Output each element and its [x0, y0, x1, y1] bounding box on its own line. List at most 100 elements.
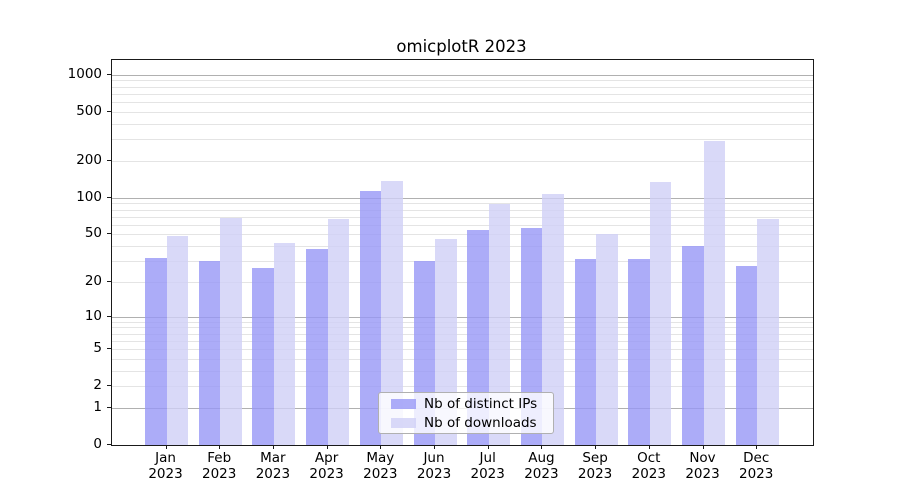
gridline-minor	[112, 209, 813, 211]
bar-downloads-nov	[703, 140, 725, 445]
gridline-major	[112, 74, 813, 76]
gridline-minor	[112, 321, 813, 323]
y-axis-tick	[107, 444, 111, 445]
bar-distinct-ips-jul	[467, 230, 489, 445]
x-axis-tick-label: Mar 2023	[255, 450, 291, 482]
legend-swatch-downloads	[391, 418, 416, 428]
bar-distinct-ips-sep	[574, 259, 597, 445]
gridline-minor	[112, 327, 813, 329]
bar-distinct-ips-may	[359, 191, 382, 445]
x-axis-tick	[487, 445, 489, 449]
y-axis-tick-label: 1	[93, 398, 102, 415]
legend-label-downloads: Nb of downloads	[424, 414, 537, 431]
gridline-minor	[112, 340, 813, 342]
y-axis-tick	[107, 110, 111, 112]
gridline-minor	[112, 123, 813, 125]
x-axis-tick	[219, 445, 221, 449]
bar-distinct-ips-jan	[145, 257, 167, 445]
bar-downloads-feb	[220, 218, 242, 445]
bar-downloads-sep	[596, 234, 618, 445]
gridline-minor	[112, 111, 813, 113]
gridline-major	[112, 316, 813, 318]
bar-downloads-oct	[649, 181, 672, 445]
bar-downloads-apr	[327, 218, 350, 445]
x-axis-tick-label: Feb 2023	[202, 450, 237, 482]
y-axis-tick	[107, 159, 111, 161]
y-axis-tick	[107, 280, 111, 282]
x-axis-tick-label: Jan 2023	[148, 450, 183, 482]
gridline-minor	[112, 333, 813, 335]
gridline-minor	[112, 216, 813, 218]
chart-title: omicplotR 2023	[396, 37, 527, 56]
x-axis-tick-label: May 2023	[363, 450, 398, 482]
y-axis-tick-label: 1000	[67, 65, 102, 82]
gridline-minor	[112, 281, 813, 283]
plot-area	[111, 59, 814, 446]
y-axis-tick-label: 10	[84, 307, 102, 324]
bar-downloads-may	[381, 180, 403, 445]
gridline-minor	[112, 370, 813, 372]
bar-downloads-jul	[488, 203, 511, 445]
y-axis-tick	[107, 73, 111, 75]
gridline-minor	[112, 224, 813, 226]
x-axis-tick	[272, 445, 274, 449]
gridline-minor	[112, 358, 813, 360]
bar-distinct-ips-mar	[252, 268, 274, 445]
x-axis-tick	[756, 445, 758, 449]
bar-distinct-ips-aug	[520, 228, 543, 445]
x-axis-tick	[541, 445, 543, 449]
y-axis-tick-label: 20	[84, 272, 102, 289]
gridline-major	[112, 197, 813, 199]
y-axis-tick-label: 50	[84, 225, 102, 242]
y-axis-tick-label: 5	[93, 340, 102, 356]
x-axis-tick-label: Nov 2023	[685, 450, 720, 482]
gridline-minor	[112, 102, 813, 104]
x-axis-tick	[595, 445, 597, 449]
legend-item-distinct-ips: Nb of distinct IPs	[391, 395, 538, 412]
x-axis-tick	[380, 445, 382, 449]
x-axis-tick	[326, 445, 328, 449]
bar-distinct-ips-apr	[306, 248, 328, 445]
gridline-minor	[112, 349, 813, 350]
x-axis-tick-label: Jul 2023	[470, 450, 505, 482]
y-axis-tick-label: 200	[76, 151, 102, 168]
x-axis-tick-label: Oct 2023	[631, 450, 666, 482]
legend: Nb of distinct IPs Nb of downloads	[378, 392, 554, 434]
y-axis-tick	[107, 196, 111, 198]
legend-label-distinct-ips: Nb of distinct IPs	[424, 395, 538, 412]
gridline-minor	[112, 80, 813, 82]
bar-distinct-ips-dec	[735, 266, 758, 445]
y-axis-tick	[107, 348, 111, 349]
legend-swatch-distinct-ips	[391, 399, 416, 409]
x-axis-tick-label: Dec 2023	[739, 450, 774, 482]
x-axis-tick-label: Jun 2023	[416, 450, 452, 482]
y-axis-tick	[107, 233, 111, 235]
gridline-minor	[112, 160, 813, 162]
y-axis-tick-label: 500	[76, 102, 102, 119]
x-axis-tick-label: Apr 2023	[309, 450, 344, 482]
y-axis-tick-label: 100	[76, 188, 102, 205]
bar-distinct-ips-feb	[198, 261, 221, 445]
bar-distinct-ips-oct	[628, 259, 650, 445]
x-axis-tick-label: Aug 2023	[524, 450, 559, 482]
y-axis-tick-label: 0	[93, 436, 102, 452]
y-axis-tick	[107, 385, 111, 387]
gridline-minor	[112, 86, 813, 88]
gridline-minor	[112, 93, 813, 95]
x-axis-tick	[702, 445, 704, 449]
bar-downloads-mar	[273, 243, 296, 445]
bar-downloads-jan	[166, 236, 188, 445]
y-axis-tick-label: 2	[93, 377, 102, 394]
y-axis-tick	[107, 406, 111, 408]
bar-downloads-aug	[542, 194, 564, 445]
x-axis-tick-label: Sep 2023	[577, 450, 613, 482]
gridline-minor	[112, 386, 813, 388]
bar-downloads-dec	[757, 218, 779, 445]
legend-item-downloads: Nb of downloads	[391, 414, 537, 431]
x-axis-tick	[434, 445, 435, 449]
gridline-minor	[112, 261, 813, 262]
x-axis-tick	[648, 445, 650, 449]
gridline-minor	[112, 139, 813, 141]
y-axis-tick	[107, 315, 111, 317]
